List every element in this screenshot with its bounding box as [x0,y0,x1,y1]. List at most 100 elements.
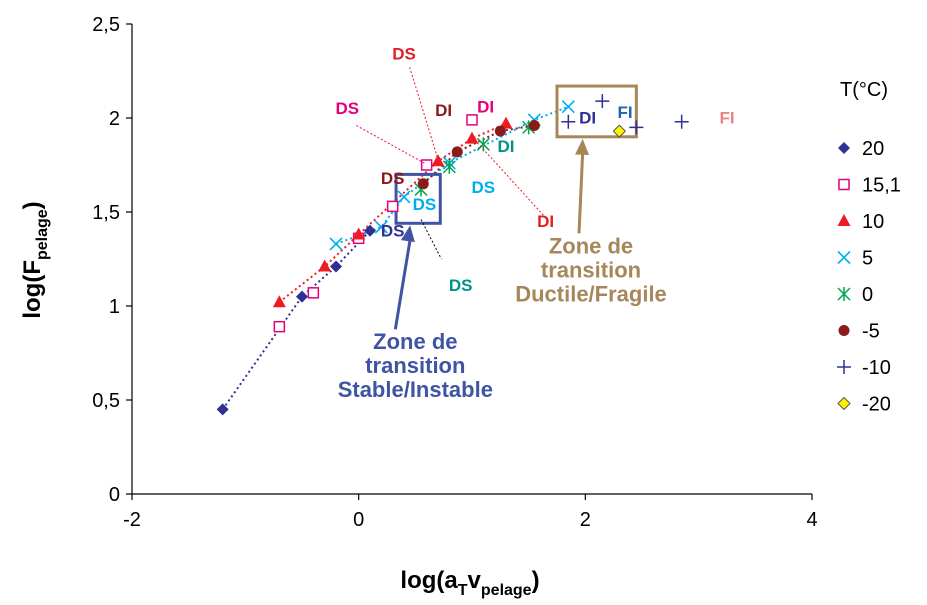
marker-shape [307,287,320,299]
marker-shape [674,114,689,129]
data-point [386,200,399,213]
marker-shape [499,116,513,129]
data-point [364,224,376,237]
data-point [431,154,445,167]
legend-marker [837,214,851,226]
annotation-label: DS [381,169,405,188]
zone-arrow-line [577,152,585,234]
marker-shape [386,200,399,213]
legend-entry-label: 20 [862,138,884,160]
legend-marker [837,360,851,374]
y-tick-label: 0,5 [92,390,120,412]
data-point [417,178,429,190]
y-tick-label: 0 [109,484,120,506]
data-point [528,120,540,132]
zone-label-line: Zone de [373,329,457,354]
annotation-leader [409,67,439,160]
legend-entry-label: -10 [862,357,891,379]
marker-shape [417,178,429,190]
y-tick-label: 1,5 [92,202,120,224]
data-point [307,287,320,299]
data-point [272,295,286,308]
annotation-label: DI [579,109,596,128]
y-tick-label: 2,5 [92,14,120,36]
data-point [273,320,286,333]
data-point [595,94,610,109]
marker-shape [397,190,411,204]
annotation-label: DS [336,99,360,118]
annotation-label: DI [498,137,515,156]
annotation-leader [420,219,442,260]
zone-arrow-line [393,239,412,330]
annotation-label: DS [472,178,496,197]
annotation-label: DS [413,195,437,214]
marker-shape [838,178,850,191]
x-tick-label: 4 [806,509,817,531]
data-point [466,114,478,126]
marker-shape [837,360,851,374]
data-point [494,125,506,137]
marker-shape [837,396,851,411]
annotation-label: DI [537,212,554,231]
legend-entry-label: -20 [862,394,891,416]
marker-shape [837,287,851,301]
annotation-label: FI [617,103,632,122]
marker-shape [465,131,479,144]
legend-marker [838,325,850,336]
legend-title: T(°C) [840,79,888,101]
marker-shape [442,159,456,174]
axes: -2 0 2 400,511,522,5 [92,14,817,531]
legend-entry-label: -5 [862,321,880,343]
marker-shape [329,237,343,251]
trend-line--5 [422,124,535,185]
zone-label-line: Zone de [549,233,633,258]
annotation-label: DI [435,101,452,120]
x-tick-label: 2 [580,509,591,531]
marker-shape [330,260,342,273]
annotation-label: DS [449,276,473,295]
data-point [397,190,411,204]
data-point [352,227,366,240]
data-point [561,114,576,129]
marker-shape [494,125,506,137]
legend-entry-label: 15,1 [862,175,901,197]
marker-shape [420,159,433,171]
data-point [374,220,388,234]
marker-shape [837,250,851,265]
legend-entry-label: 0 [862,284,873,306]
zone-arrow-head [400,225,415,243]
x-tick-label: 0 [353,509,364,531]
annotation-label: DS [381,221,405,240]
marker-shape [364,224,376,237]
marker-shape [561,114,576,129]
marker-shape [838,325,850,336]
marker-shape [451,146,463,158]
data-point [296,290,308,303]
data-point [612,124,627,138]
y-tick-label: 1 [109,296,120,318]
data-point [442,159,456,174]
marker-shape [629,120,644,135]
zone-label-line: Ductile/Fragile [515,281,667,306]
x-axis-title: log(aTvpelage) [400,567,539,599]
legend-marker [837,287,851,301]
marker-shape [352,227,366,240]
marker-shape [837,214,851,226]
data-point [674,114,689,129]
data-point [465,131,479,144]
legend-marker [838,178,850,191]
zone-label-line: transition [365,353,465,378]
y-axis-title: log(Fpelage) [19,201,51,318]
annotation-label: DS [392,45,416,64]
marker-shape [374,220,388,234]
marker-shape [838,142,850,154]
legend-marker [838,142,850,154]
data-point [629,120,644,135]
data-points [216,94,689,416]
legend-marker [837,250,851,265]
marker-shape [528,120,540,132]
marker-shape [318,259,332,272]
marker-shape [466,114,478,126]
